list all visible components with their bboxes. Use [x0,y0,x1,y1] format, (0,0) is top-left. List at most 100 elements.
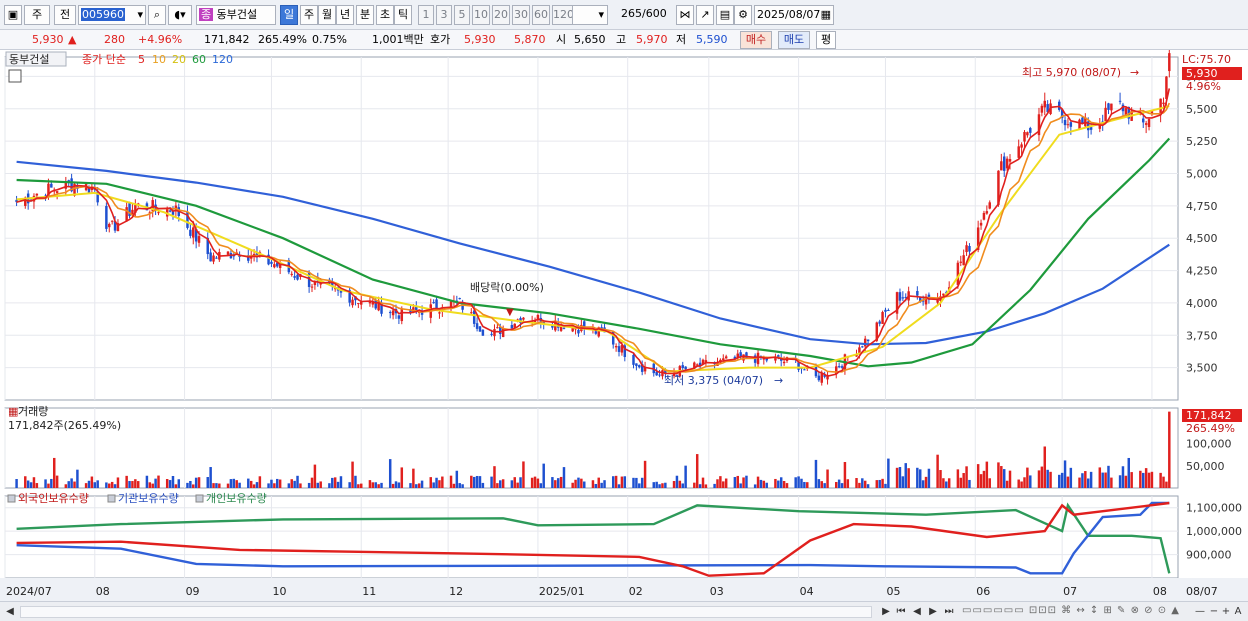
volume-bar [1127,457,1130,488]
volume-bar [875,480,879,488]
volume-bar [1043,446,1047,488]
interval-button[interactable]: 3 [436,5,452,25]
volume-bar [331,477,334,488]
chevron-down-icon[interactable]: ▾ [137,8,143,21]
volume-bar [397,482,401,488]
volume-bar [15,479,18,488]
zoom-out-icon[interactable]: − [1209,606,1219,617]
volume-bar [354,475,357,488]
drawing-icon[interactable]: ↗ [696,5,714,25]
next-button[interactable]: ▶ [929,606,937,617]
date-input[interactable]: 2025/08/07 ▦ [754,5,834,25]
horizontal-scrollbar[interactable] [20,606,872,618]
scroll-left-icon[interactable]: ◀ [6,606,14,617]
volume-bar [435,477,438,488]
period-tab[interactable]: 월 [318,5,336,25]
candle-body [331,282,334,286]
interval-button[interactable]: 20 [492,5,510,25]
volume-bar [739,483,742,488]
candle-body [916,291,919,296]
candle-body [293,276,296,278]
candle-body [128,203,131,217]
candle-body [672,372,676,377]
candle-body [643,366,647,372]
save-icon[interactable]: ▤ [716,5,734,25]
prev-button[interactable]: ◀ [913,606,921,617]
volume-bar [461,484,464,488]
candle-body [536,314,540,320]
volume-bar [719,476,722,488]
interval-button[interactable]: 1 [418,5,434,25]
period-tab[interactable]: 틱 [394,5,412,25]
stock-chart[interactable]: 5,7505,5005,2505,0004,7504,5004,2504,000… [0,50,1248,601]
candle-body [313,280,317,286]
gear-icon[interactable]: ⚙ [734,5,752,25]
volume-bar [858,482,861,488]
candle-body [333,288,337,290]
stock-name-field[interactable]: 종 동부건설 [196,5,276,25]
volume-bar [855,478,858,488]
volume-bar [171,476,175,488]
candle-body [985,211,989,214]
volume-bar [1168,411,1171,488]
last-button[interactable]: ⏭ [944,606,954,617]
candle-body [1063,119,1067,126]
market-selector[interactable]: 주 [24,5,50,25]
sell-button[interactable]: 매도 [778,31,810,49]
chart-tools-icon[interactable]: ⋈ [676,5,694,25]
volume-bar [105,482,108,488]
high-label: 고 [616,33,627,46]
candle-body [898,292,902,301]
zoom-in-icon[interactable]: + [1221,606,1231,617]
candle-body [742,354,745,361]
candle-body [73,183,76,196]
candle-body [1060,109,1064,119]
candle-body [693,362,696,369]
x-tick-label: 06 [976,585,990,598]
calendar-icon[interactable]: ▦ [820,8,831,21]
period-tab[interactable]: 주 [300,5,318,25]
interval-button[interactable]: 5 [454,5,470,25]
sound-icon[interactable]: ◖▾ [168,5,192,25]
ma-legend-label: 60 [192,53,206,66]
status-bar: ◀ ▶ ⏮ ◀ ▶ ⏭ ▭▭▭▭▭▭ ⊡⊡⊡ ⌘ ↔ ↕ ⊞ ✎ ⊗ ⊘ ⊙ ▲… [0,601,1248,621]
x-tick-label: 05 [886,585,900,598]
period-tab[interactable]: 초 [376,5,394,25]
volume-bar [536,478,540,488]
interval-button[interactable]: 30 [512,5,530,25]
volume-bar [1110,477,1113,488]
volume-bar [539,483,543,488]
volume-bar [270,479,273,488]
interval-button[interactable]: 10 [472,5,490,25]
period-tab[interactable]: 년 [336,5,354,25]
volume-bar [693,482,696,488]
candle-body [617,346,621,352]
candle-body [1029,128,1032,133]
first-button[interactable]: ⏮ [896,606,906,617]
volume-bar [866,484,870,488]
balance-button[interactable]: 평 [816,31,836,49]
volume-bar [559,476,563,488]
candle-body [962,255,965,266]
volume-bar [258,476,262,488]
interval-button[interactable]: 60 [532,5,550,25]
stock-code-input[interactable]: 005960 ▾ [78,5,146,25]
auto-scale-icon[interactable]: A [1234,606,1242,617]
period-tab[interactable]: 분 [356,5,374,25]
search-icon[interactable]: ⌕ [148,5,166,25]
prev-stock-button[interactable]: 전 [54,5,76,25]
interval-button[interactable]: 120 [552,5,574,25]
period-tab[interactable]: 일 [280,5,298,25]
buy-button[interactable]: 매수 [740,31,772,49]
candle-body [1023,131,1026,142]
candle-body [1165,76,1168,100]
candle-body [108,223,111,228]
volume-bar [658,484,661,488]
candle-body [965,245,968,253]
zoom-bar-icon[interactable]: — [1195,606,1205,617]
play-button[interactable]: ▶ [882,606,890,617]
candle-body [412,307,415,312]
interval-dropdown[interactable]: ▾ [572,5,608,25]
volume-bar [472,476,476,488]
window-menu-icon[interactable]: ▣ [4,5,22,25]
